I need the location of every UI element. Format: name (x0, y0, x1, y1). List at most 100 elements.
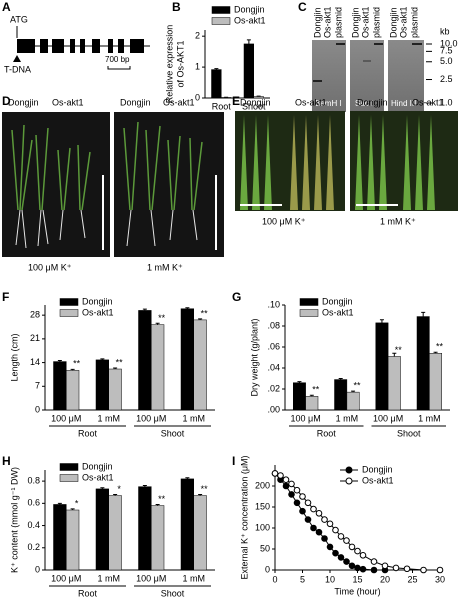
group-label: Shoot (161, 588, 185, 598)
line-label: Dongjin (240, 97, 271, 107)
y-tick-label: 28 (30, 310, 40, 320)
point (348, 562, 356, 570)
point (436, 566, 444, 574)
x-tick-label: 1 mM (98, 413, 121, 423)
lane-label: plasmid (333, 7, 343, 38)
bar (66, 509, 80, 571)
y-tick-label: 7 (35, 381, 40, 391)
bar (180, 478, 194, 571)
point (321, 516, 328, 523)
line-label: Os-akt1 (412, 97, 444, 107)
point (370, 566, 378, 574)
line-label: Os-akt1 (295, 97, 327, 107)
group-label: Root (78, 588, 98, 598)
bar (95, 359, 109, 411)
error-bar (351, 390, 356, 393)
legend-swatch (299, 298, 319, 306)
significance: ** (116, 357, 124, 367)
x-axis-label: Time (hour) (334, 586, 380, 596)
insertion-label: T-DNA (4, 64, 31, 74)
x-tick-label: 20 (380, 574, 390, 584)
point (359, 552, 367, 559)
significance: ** (436, 342, 444, 352)
size-label: 5.0 (440, 56, 453, 66)
panel-label: F (2, 290, 9, 304)
x-tick-label: 25 (407, 574, 417, 584)
point (381, 562, 389, 570)
y-axis-label: Relative expression (164, 25, 174, 104)
treatment-label: 100 μM K⁺ (262, 216, 306, 226)
x-tick-label: 100 μM (373, 413, 403, 423)
error-bar (421, 311, 426, 317)
y-tick-label: 200 (255, 480, 270, 490)
bar (193, 495, 207, 571)
significance: ** (201, 308, 209, 318)
bar (180, 308, 194, 411)
error-bar (246, 39, 251, 44)
point (354, 547, 361, 555)
line-label: Dongjin (8, 97, 39, 107)
significance: ** (158, 494, 166, 504)
enzyme-label: Hind III (391, 99, 416, 108)
bar (387, 356, 401, 411)
panel-label: I (232, 454, 235, 468)
legend-swatch (299, 309, 319, 317)
point (343, 537, 350, 544)
legend-label: Dongjin (82, 296, 113, 306)
significance: ** (73, 359, 81, 369)
point (337, 554, 345, 561)
y-tick-label: 0 (35, 564, 40, 574)
gel-panel: Dongjin Os-akt1 plasmid Dongjin Os-akt1 … (312, 6, 458, 112)
lane-label: plasmid (409, 7, 419, 38)
legend-marker (345, 477, 353, 485)
panel-label: E (232, 94, 240, 108)
y-tick-label: .10 (267, 299, 280, 309)
line-label: Dongjin (120, 97, 151, 107)
treatment-label: 1 mM K⁺ (147, 262, 183, 272)
legend-swatch (59, 298, 79, 306)
point (359, 565, 367, 573)
point (310, 524, 317, 532)
point (354, 564, 361, 572)
significance: ** (395, 345, 403, 355)
significance: ** (158, 313, 166, 323)
bar (305, 396, 319, 411)
leaf-panel: Dongjin Os-akt1 Dongjin Os-akt1 100 μM K… (235, 97, 458, 226)
panel-label: D (2, 94, 11, 108)
y-tick-label: .00 (267, 404, 280, 414)
point (403, 565, 411, 573)
legend-label: Dongjin (82, 461, 113, 471)
x-tick-label: 1 mM (98, 573, 121, 583)
lane-label: Dongjin (350, 7, 360, 38)
error-bar (70, 508, 75, 510)
significance: ** (201, 484, 209, 494)
x-tick-label: 0 (272, 574, 277, 584)
error-bar (198, 318, 203, 320)
x-tick-label: 5 (300, 574, 305, 584)
x-tick-label: 100 μM (136, 413, 166, 423)
lane-label: plasmid (371, 7, 381, 38)
y-axis-label: of Os-AKT1 (175, 40, 185, 87)
group-label: Root (317, 428, 337, 438)
y-tick-label: 14 (30, 357, 40, 367)
bar (95, 488, 109, 571)
start-codon: ATG (10, 14, 28, 24)
bar (138, 310, 152, 411)
error-bar (185, 307, 190, 309)
legend-marker (345, 466, 353, 474)
y-tick-label: 50 (260, 543, 270, 553)
bar (66, 370, 80, 411)
legend-label: Os-akt1 (234, 15, 266, 25)
error-bar (155, 503, 160, 506)
legend-label: Dongjin (362, 464, 393, 474)
significance: ** (312, 385, 320, 395)
point (299, 507, 306, 515)
seedling-panel: Dongjin Os-akt1 Dongjin Os-akt1 100 μM K… (2, 97, 224, 272)
enzyme-label: BamH I (315, 99, 342, 108)
panel-label: B (172, 0, 181, 14)
size-label: 7.5 (440, 46, 453, 56)
point (288, 480, 295, 488)
y-tick-label: 1 (195, 61, 200, 71)
legend-swatch (211, 17, 231, 25)
panel-label: H (2, 454, 11, 468)
